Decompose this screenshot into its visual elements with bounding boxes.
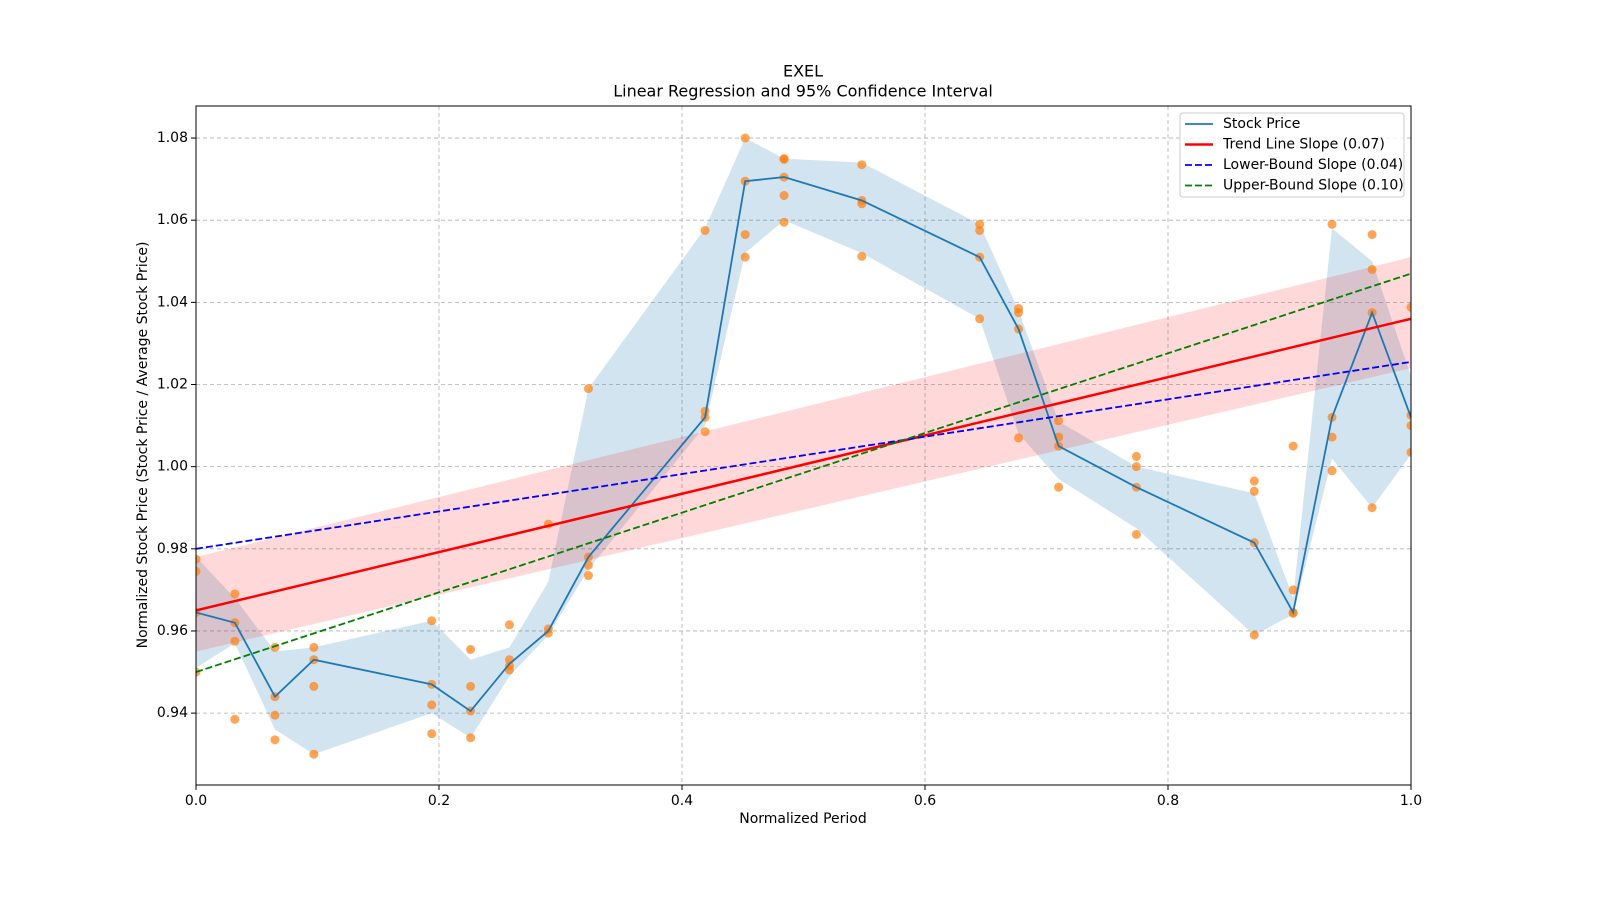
data-point [857,251,867,261]
data-point [583,384,593,394]
y-tick-label: 1.08 [157,130,188,146]
data-point [1406,447,1411,457]
series-line [196,361,1411,550]
data-point [309,681,319,691]
data-point [1327,219,1337,229]
data-point [270,735,280,745]
data-point [779,217,789,227]
data-point [1131,529,1141,539]
series-line [196,317,1411,612]
data-point [270,710,280,720]
y-tick-label: 1.00 [157,459,188,475]
data-point [1014,308,1024,318]
data-point [230,714,240,724]
plot-area [196,133,1411,759]
data-point [504,620,514,630]
chart-title: EXEL [783,62,823,81]
data-point [1131,451,1141,461]
data-point [779,154,789,164]
data-point [543,628,553,638]
data-point [975,219,985,229]
data-point [427,616,437,626]
y-tick-label: 1.02 [157,377,188,393]
x-tick-label: 1.0 [1400,793,1422,809]
x-tick-label: 0.8 [1157,793,1179,809]
confidence-band [196,257,1411,652]
data-point [230,589,240,599]
x-tick-label: 0.6 [914,793,936,809]
data-point [1131,462,1141,472]
data-point [975,225,985,235]
x-axis-label: Normalized Period [739,811,867,827]
data-point [857,160,867,170]
data-point [1367,503,1377,513]
y-tick-label: 0.96 [157,623,188,639]
data-point [1327,432,1337,442]
data-point [1367,230,1377,240]
data-point [1327,466,1337,476]
data-point [1014,433,1024,443]
data-point [309,642,319,652]
data-point [740,230,750,240]
y-tick-label: 1.04 [157,294,188,310]
data-point [1054,416,1064,426]
data-point [1367,264,1377,274]
data-point [1288,441,1298,451]
y-tick-label: 0.94 [157,705,188,721]
confidence-band [196,138,1411,755]
y-axis-label: Normalized Stock Price (Stock Price / Av… [135,242,151,649]
y-tick-label: 1.06 [157,212,188,228]
data-point [975,314,985,324]
data-point [196,554,201,564]
x-tick-label: 0.0 [185,793,207,809]
data-point [740,133,750,143]
data-point [740,252,750,262]
legend-label: Upper-Bound Slope (0.10) [1223,178,1404,194]
data-point [427,700,437,710]
data-point [1406,421,1411,431]
data-point [583,571,593,581]
series-line [196,176,1411,713]
data-point [466,681,476,691]
data-point [466,733,476,743]
legend-box [1179,112,1405,198]
data-point [309,749,319,759]
data-point [1249,476,1259,486]
legend-label: Stock Price [1223,116,1300,132]
data-point [1406,302,1411,312]
plot-frame [195,105,1412,786]
data-point [427,729,437,739]
data-point [700,427,710,437]
data-point [466,644,476,654]
x-tick-label: 0.4 [671,793,693,809]
data-point [1054,482,1064,492]
legend-label: Trend Line Slope (0.07) [1222,137,1385,153]
y-tick-label: 0.98 [157,541,188,557]
axes: 0.0 0.2 0.4 0.6 0.8 1.0 0.94 0.96 0.98 1.00 1.02 1.… [157,130,1422,809]
x-tick-label: 0.2 [428,793,450,809]
data-point [779,191,789,201]
data-point [196,566,201,576]
legend-label: Lower-Bound Slope (0.04) [1223,157,1403,173]
series-line [196,272,1411,673]
data-point [1249,486,1259,496]
legend: Stock Price Trend Line Slope (0.07) Lower-… [1179,112,1405,198]
chart-subtitle: Linear Regression and 95% Confidence Int… [613,82,993,101]
data-point [230,636,240,646]
data-point [1288,585,1298,595]
data-point [1249,630,1259,640]
data-point [700,225,710,235]
